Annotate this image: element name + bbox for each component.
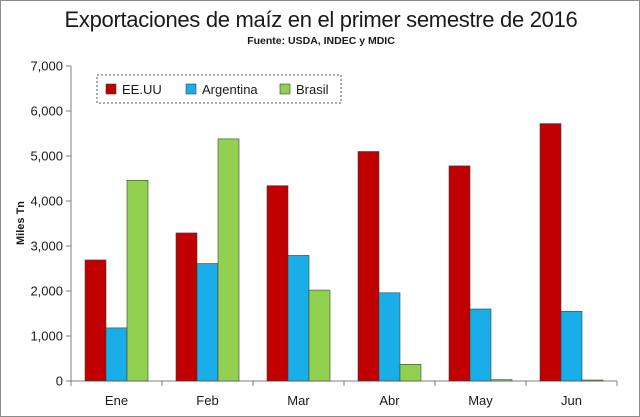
legend-label: Brasil [296,82,329,97]
y-axis-title: Miles Tn [15,201,27,245]
bar-brasil-mar [308,289,331,382]
y-tick-label: 0 [56,374,63,389]
bar-ee-uu-abr [357,151,380,382]
bar-ee-uu-ene [84,259,107,382]
x-axis: Ene Feb Mar Abr May Jun [70,380,618,408]
legend-box [96,74,342,104]
bars [84,123,604,382]
y-axis: 0 1,000 2,000 3,000 4,000 5,000 6,000 7,000 [30,59,72,389]
x-tick-label: Jun [561,393,582,408]
bar-argentina-ene [105,327,128,382]
legend-label: Argentina [202,82,258,97]
y-tick-label: 2,000 [30,284,63,299]
x-tick-label: Mar [287,393,310,408]
chart-title: Exportaciones de maíz en el primer semes… [64,7,578,32]
bar-brasil-ene [126,180,149,382]
bar-argentina-jun [560,310,583,382]
y-tick-label: 7,000 [30,59,63,74]
bar-brasil-abr [399,364,422,382]
bar-ee-uu-may [448,165,471,382]
x-tick-label: May [468,393,493,408]
legend-swatch [279,83,291,95]
x-tick-label: Feb [196,393,218,408]
y-tick-label: 4,000 [30,194,63,209]
x-tick-label: Abr [379,393,400,408]
y-tick-label: 5,000 [30,149,63,164]
legend-swatch [185,83,197,95]
y-tick-label: 1,000 [30,329,63,344]
bar-argentina-feb [196,263,219,382]
bar-brasil-jun [581,379,604,382]
legend: EE.UU Argentina Brasil [96,74,342,104]
bar-argentina-may [469,308,492,382]
legend-swatch [105,83,117,95]
bar-brasil-may [490,379,513,382]
y-tick-label: 3,000 [30,239,63,254]
bar-ee-uu-mar [266,185,289,382]
bar-argentina-abr [378,292,401,382]
chart-subtitle: Fuente: USDA, INDEC y MDIC [247,35,395,47]
bar-brasil-feb [217,138,240,382]
y-tick-label: 6,000 [30,104,63,119]
bar-ee-uu-feb [175,232,198,382]
bar-ee-uu-jun [539,123,562,382]
legend-label: EE.UU [122,82,162,97]
bar-argentina-mar [287,255,310,382]
x-tick-label: Ene [105,393,128,408]
